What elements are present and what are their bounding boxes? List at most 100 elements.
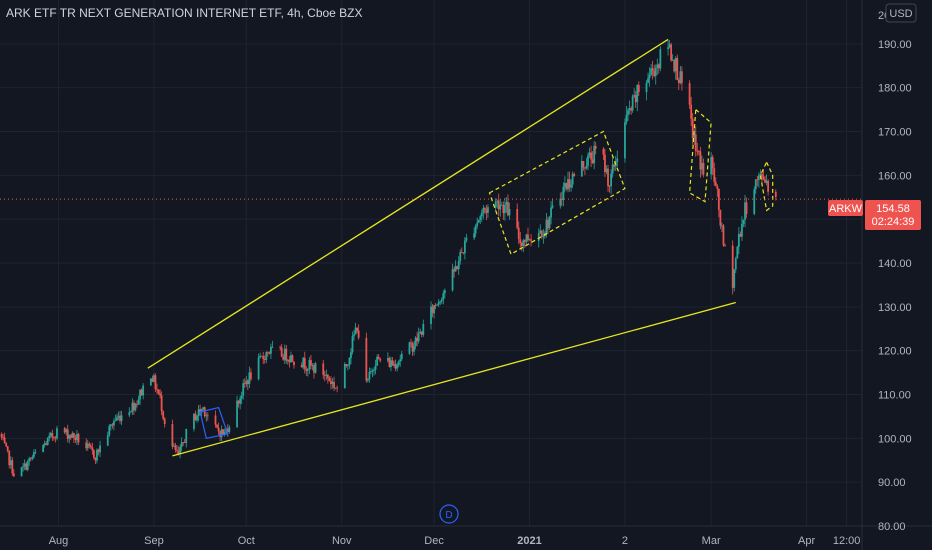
- dashed-channel-drawing[interactable]: [488, 130, 626, 256]
- candle-body: [223, 432, 226, 435]
- candle-body: [159, 393, 161, 396]
- candle-body: [248, 372, 251, 385]
- candle-body: [396, 365, 399, 369]
- candle-body: [282, 356, 285, 360]
- candle-body: [56, 428, 58, 439]
- candle-body: [285, 348, 288, 361]
- candle-body: [594, 146, 597, 149]
- candle-body: [439, 301, 442, 303]
- candle-body: [537, 233, 540, 241]
- candle-body: [154, 375, 157, 390]
- candle-body: [696, 150, 699, 152]
- blue-box-drawing[interactable]: [199, 406, 229, 440]
- candle-body: [370, 371, 372, 372]
- candle-body: [140, 389, 143, 396]
- candle-body: [119, 415, 121, 421]
- candle-body: [142, 385, 145, 396]
- candle-body: [410, 342, 412, 344]
- dashed-flag-drawing[interactable]: [688, 108, 712, 203]
- candle-body: [499, 204, 502, 210]
- candle-body: [290, 355, 292, 363]
- candle-body: [711, 157, 714, 169]
- candle-body: [634, 95, 637, 103]
- candle-body: [153, 375, 155, 382]
- lower-trendline[interactable]: [172, 301, 736, 457]
- candle-body: [517, 227, 520, 240]
- candle-body: [174, 445, 177, 450]
- candle-body: [179, 447, 181, 454]
- candle-body: [43, 443, 46, 446]
- time-tick-label: Sep: [144, 535, 164, 547]
- candle-body: [92, 450, 95, 458]
- candle-body: [739, 234, 742, 237]
- candle-body: [20, 467, 23, 477]
- candle-body: [480, 212, 483, 217]
- candle-body: [408, 342, 411, 354]
- symbol-badge-frame: [828, 200, 863, 216]
- candle-body: [262, 356, 265, 360]
- candle-body: [171, 423, 174, 447]
- time-tick-label: 2021: [517, 535, 541, 547]
- candle-body: [99, 445, 101, 453]
- candle-body: [8, 450, 11, 466]
- candle-body: [530, 239, 532, 241]
- candle-body: [68, 435, 71, 439]
- candle-body: [679, 71, 682, 84]
- symbol-price-badge[interactable]: ARKW 154.58 02:24:39: [828, 200, 921, 230]
- candle-body: [654, 67, 657, 77]
- candle-body: [411, 343, 414, 352]
- candle-body: [2, 437, 4, 439]
- dividend-marker[interactable]: D: [439, 504, 459, 524]
- candle-body: [754, 179, 757, 190]
- time-tick-label: 12:00: [833, 535, 861, 547]
- price-tick-label: 190.00: [878, 39, 912, 51]
- candle-body: [293, 361, 295, 366]
- candle-body: [390, 360, 392, 368]
- time-tick-label: Oct: [238, 535, 255, 547]
- candle-body: [69, 435, 72, 438]
- candle-body: [45, 443, 48, 445]
- time-tick-label: Aug: [49, 535, 69, 547]
- candle-body: [413, 346, 415, 352]
- time-axis[interactable]: Aug Sep Oct Nov Dec 2021 2 Mar Apr 12:00: [49, 535, 861, 547]
- candle-body: [702, 162, 705, 175]
- candle-body: [6, 446, 9, 451]
- candle-body: [591, 159, 594, 164]
- candle-body: [25, 463, 28, 470]
- candle-body: [343, 364, 346, 389]
- candle-body: [28, 458, 31, 462]
- candle-body: [366, 379, 369, 381]
- candle-body: [681, 71, 683, 84]
- candle-body: [657, 64, 660, 69]
- candle-body: [391, 360, 394, 366]
- candle-body: [311, 365, 314, 367]
- candle-body: [394, 364, 397, 369]
- candle-body: [528, 239, 531, 241]
- candle-body: [54, 437, 57, 439]
- candle-body: [177, 450, 180, 454]
- time-tick-label: 2: [622, 535, 628, 547]
- candle-body: [393, 364, 395, 366]
- candle-body: [565, 183, 568, 190]
- candle-body: [89, 445, 92, 448]
- candle-body: [162, 411, 165, 419]
- candle-body: [74, 437, 77, 441]
- candle-body: [271, 346, 274, 348]
- candle-body: [414, 337, 417, 347]
- candle-body: [86, 443, 89, 449]
- price-tick-label: 170.00: [878, 127, 912, 139]
- candle-body: [659, 49, 662, 69]
- candle-body: [23, 463, 26, 467]
- candle-body: [228, 427, 231, 432]
- candle-body: [764, 179, 766, 183]
- candle-body: [199, 409, 202, 413]
- upper-trendline[interactable]: [147, 38, 669, 369]
- candle-body: [354, 327, 357, 335]
- candle-body: [173, 445, 175, 447]
- candle-body: [246, 380, 249, 385]
- candle-body: [217, 427, 220, 432]
- price-tick-label: 130.00: [878, 302, 912, 314]
- currency-button[interactable]: USD: [885, 3, 917, 23]
- candle-body: [12, 473, 15, 477]
